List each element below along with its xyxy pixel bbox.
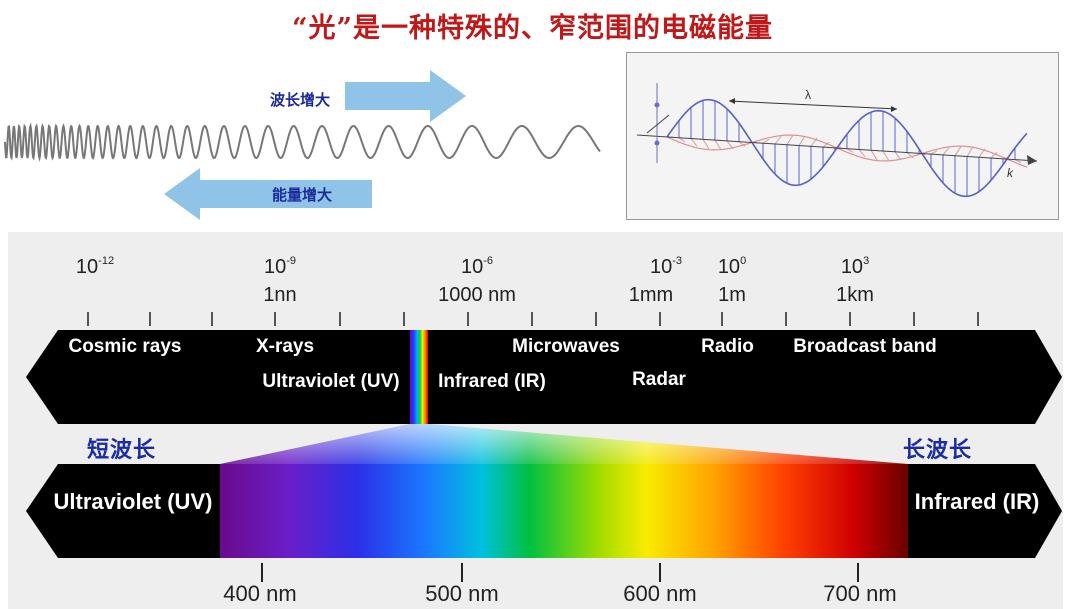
diag-axis <box>646 114 670 134</box>
lambda-marker <box>728 100 898 110</box>
band-cosmic-rays: Cosmic rays <box>68 336 182 357</box>
short-wavelength-label: 短波长 <box>87 437 157 463</box>
field-vectors <box>667 100 1022 197</box>
b-field-vector <box>678 137 686 143</box>
frequency-wave-diagram <box>4 70 601 220</box>
propagation-axis <box>636 134 1038 162</box>
band-x-rays: X-rays <box>255 336 315 357</box>
visible-uv-label: Ultraviolet (UV) <box>53 489 213 514</box>
em-wave-box: λ k <box>626 52 1059 220</box>
band-infrared: Infrared (IR) <box>438 371 546 392</box>
axis-dot <box>654 102 660 108</box>
em-wave-diagram: λ k <box>636 83 1038 198</box>
b-field-vector <box>798 135 806 146</box>
nm-500: 500 nm <box>425 581 499 606</box>
magnetic-field-wave <box>666 134 1028 168</box>
b-field-vector <box>870 149 878 160</box>
b-field-vector <box>774 136 782 145</box>
tick-exp-1e-6: 10-6 <box>460 255 494 278</box>
tick-unit-1m: 1m <box>718 284 746 306</box>
tick-unit-1000nm: 1000 nm <box>438 284 516 306</box>
nm-ticks <box>261 563 859 582</box>
long-wavelength-label: 长波长 <box>903 437 973 463</box>
tick-unit-1km: 1km <box>836 284 874 306</box>
b-field-vector <box>702 139 710 150</box>
b-field-vector <box>846 148 854 153</box>
band-microwaves: Microwaves <box>512 336 620 357</box>
b-field-vector <box>942 147 950 156</box>
nm-600: 600 nm <box>623 581 697 606</box>
visible-ir-label: Infrared (IR) <box>914 489 1040 514</box>
b-field-vector <box>954 146 962 156</box>
electric-field-wave <box>666 98 1028 198</box>
tick-exp-1e0: 100 <box>717 255 747 278</box>
b-field-vector <box>762 138 770 144</box>
visible-band-strip <box>410 330 428 424</box>
b-field-vector <box>882 150 890 162</box>
tick-exp-1e3: 103 <box>840 255 870 278</box>
b-field-vector <box>786 134 794 146</box>
energy-increase-label: 能量增大 <box>272 186 333 204</box>
tick-unit-1mm: 1mm <box>628 284 674 306</box>
band-radio: Radio <box>701 336 754 357</box>
tick-unit-1nn: 1nn <box>263 284 297 306</box>
nm-700: 700 nm <box>823 581 897 606</box>
nm-400: 400 nm <box>223 581 297 606</box>
b-field-vector <box>822 141 830 148</box>
page-title: “光”是一种特殊的、窄范围的电磁能量 <box>291 13 774 44</box>
k-label: k <box>1007 166 1014 180</box>
tick-exp-1e-12: 10-12 <box>75 255 115 278</box>
axis-arrow-icon <box>1027 155 1037 165</box>
b-field-vector <box>714 139 722 151</box>
band-radar: Radar <box>632 369 686 390</box>
tick-exp-1e-9: 10-9 <box>263 255 297 278</box>
lambda-label: λ <box>805 88 811 102</box>
b-field-vector <box>690 138 698 147</box>
band-broadcast: Broadcast band <box>793 336 937 357</box>
b-field-vector <box>930 150 938 155</box>
band-ultraviolet: Ultraviolet (UV) <box>262 371 400 392</box>
wavelength-arrow-icon <box>345 70 466 122</box>
sine-wave <box>4 122 601 162</box>
wavelength-increase-label: 波长增大 <box>270 91 331 109</box>
b-field-vector <box>966 146 974 157</box>
visible-rainbow <box>220 464 908 558</box>
b-field-vector <box>990 152 998 159</box>
em-spectrum-bar <box>26 330 1062 424</box>
scale-ticks <box>87 312 979 326</box>
b-field-vector <box>858 149 866 158</box>
energy-arrow-icon <box>164 168 372 220</box>
tick-exp-1e-3: 10-3 <box>649 255 683 278</box>
axis-dot <box>654 140 660 146</box>
